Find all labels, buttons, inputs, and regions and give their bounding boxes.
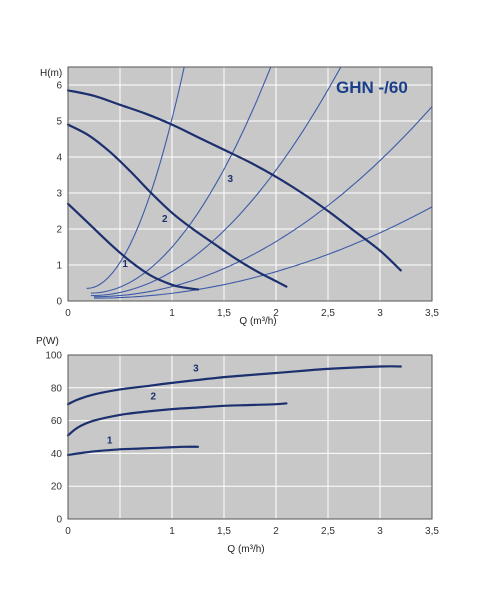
head-x-tick-label: 1,5 [217, 308, 231, 319]
power-x-tick-label: 0 [65, 526, 71, 537]
power-curve-labels: 1 2 3 [107, 363, 199, 446]
power-y-tick-label: 60 [51, 416, 63, 427]
power-y-tick-label: 80 [51, 383, 63, 394]
power-x-tick-label: 2,5 [321, 526, 335, 537]
head-curve-3 [66, 89, 402, 272]
power-series [66, 365, 402, 457]
power-x-tick-label: 3,5 [425, 526, 439, 537]
power-curve-label-1: 1 [107, 436, 113, 447]
system-curve [86, 67, 185, 289]
head-x-tick-label: 3 [377, 308, 383, 319]
power-x-tick-label: 1,5 [217, 526, 231, 537]
power-x-tick-label: 3 [377, 526, 383, 537]
chart-title: GHN -/60 [336, 78, 408, 97]
head-x-tick-label: 2,5 [321, 308, 335, 319]
power-chart: 1 2 3 0 20 40 60 80 100 0 1 1,5 2 2,5 3 3,5 P(W) Q (m… [36, 336, 439, 555]
head-x-axis-label: Q (m³/h) [239, 316, 276, 327]
head-y-tick-label: 3 [56, 189, 62, 200]
power-x-tick-label: 2 [273, 526, 279, 537]
head-y-tick-label: 5 [56, 117, 62, 128]
power-y-tick-labels: 0 20 40 60 80 100 [45, 351, 62, 526]
head-curve-label-3: 3 [227, 174, 233, 185]
head-x-tick-label: 2 [273, 308, 279, 319]
head-x-tick-labels: 0 1 1,5 2 2,5 3 3,5 [65, 308, 439, 319]
power-y-tick-label: 100 [45, 351, 62, 362]
power-y-axis-label: P(W) [36, 336, 59, 347]
power-x-tick-labels: 0 1 1,5 2 2,5 3 3,5 [65, 526, 439, 537]
head-curve-label-2: 2 [162, 214, 168, 225]
power-curve-label-3: 3 [193, 363, 199, 374]
system-curve [90, 67, 272, 294]
head-y-tick-label: 2 [56, 225, 62, 236]
power-curve-3 [66, 365, 402, 406]
power-x-tick-label: 1 [169, 526, 175, 537]
head-x-tick-label: 3,5 [425, 308, 439, 319]
system-curve [94, 106, 432, 298]
system-curve [90, 67, 342, 297]
system-curves [86, 67, 432, 299]
head-x-tick-label: 1 [169, 308, 175, 319]
power-plot-area [68, 355, 432, 519]
power-y-tick-label: 20 [51, 482, 63, 493]
head-plot-area [68, 67, 432, 301]
head-y-tick-label: 6 [56, 81, 62, 92]
power-curve-2 [66, 402, 288, 437]
head-y-axis-label: H(m) [40, 68, 62, 79]
power-plot-frame [67, 354, 433, 520]
head-x-tick-label: 0 [65, 308, 71, 319]
power-curve-1 [66, 445, 200, 457]
head-curve-1 [66, 202, 200, 291]
head-y-tick-label: 4 [56, 153, 62, 164]
head-curve-2 [66, 123, 288, 288]
head-curve-labels: 1 2 3 [122, 174, 233, 270]
head-plot-frame [67, 66, 433, 302]
head-y-tick-label: 0 [56, 297, 62, 308]
power-curve-label-2: 2 [150, 391, 156, 402]
power-x-axis-label: Q (m³/h) [227, 544, 264, 555]
power-y-tick-label: 0 [56, 515, 62, 526]
head-y-tick-label: 1 [56, 261, 62, 272]
head-curve-label-1: 1 [122, 259, 128, 270]
head-y-tick-labels: 0 1 2 3 4 5 6 [56, 81, 62, 308]
head-series [66, 89, 402, 291]
power-y-tick-label: 40 [51, 449, 63, 460]
